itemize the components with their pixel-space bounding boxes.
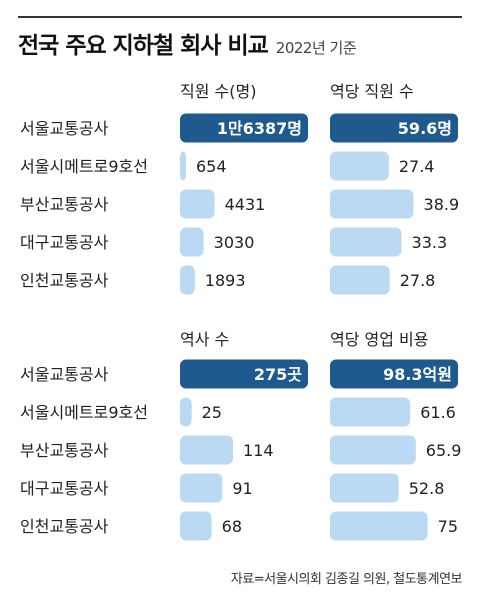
data-label: 1만6387명 xyxy=(217,119,302,138)
bar xyxy=(180,359,308,389)
chart-subtitle: 2022년 기준 xyxy=(275,39,357,57)
bar xyxy=(330,511,428,541)
panel-title: 역사 수 xyxy=(180,330,229,349)
bar xyxy=(180,113,308,143)
data-label: 98.3억원 xyxy=(383,365,452,384)
data-label: 33.3 xyxy=(412,233,448,252)
data-label: 3030 xyxy=(214,233,255,252)
category-label: 대구교통공사 xyxy=(20,479,109,498)
category-label: 서울시메트로9호선 xyxy=(20,403,148,422)
bar xyxy=(180,227,204,257)
category-label: 서울시메트로9호선 xyxy=(20,157,148,176)
data-label: 52.8 xyxy=(409,479,445,498)
data-label: 654 xyxy=(196,157,227,176)
data-label: 275곳 xyxy=(254,365,302,384)
bar xyxy=(180,151,186,181)
data-label: 27.4 xyxy=(399,157,435,176)
category-label: 대구교통공사 xyxy=(20,233,109,252)
bar xyxy=(330,189,414,219)
data-label: 27.8 xyxy=(400,271,436,290)
category-label: 부산교통공사 xyxy=(20,441,109,460)
bar xyxy=(330,359,458,389)
bar xyxy=(330,227,402,257)
bar xyxy=(180,435,234,465)
bar xyxy=(330,151,389,181)
bar xyxy=(330,473,399,503)
category-label: 부산교통공사 xyxy=(20,195,109,214)
chart-title: 전국 주요 지하철 회사 비교 xyxy=(18,33,269,59)
title-row: 전국 주요 지하철 회사 비교 2022년 기준 xyxy=(18,26,357,60)
category-label: 인천교통공사 xyxy=(20,517,109,536)
data-label: 114 xyxy=(243,441,274,460)
data-label: 75 xyxy=(438,517,458,536)
data-label: 91 xyxy=(232,479,252,498)
bar xyxy=(330,113,458,143)
category-label: 인천교통공사 xyxy=(20,271,109,290)
data-label: 65.9 xyxy=(426,441,462,460)
bar xyxy=(180,189,215,219)
data-label: 61.6 xyxy=(420,403,456,422)
bar xyxy=(180,511,212,541)
title-rule xyxy=(18,16,462,18)
data-label: 4431 xyxy=(225,195,266,214)
category-label: 서울교통공사 xyxy=(20,119,109,138)
data-label: 68 xyxy=(222,517,242,536)
panel-title: 역당 영업 비용 xyxy=(330,330,429,349)
bar xyxy=(330,397,411,427)
bar xyxy=(330,265,390,295)
bar xyxy=(180,265,195,295)
source-note: 자료=서울시의회 김종길 의원, 철도통계연보 xyxy=(230,572,463,587)
panel-title: 직원 수(명) xyxy=(180,82,256,101)
data-label: 38.9 xyxy=(424,195,460,214)
data-label: 25 xyxy=(202,403,222,422)
bar xyxy=(180,397,192,427)
data-label: 1893 xyxy=(205,271,246,290)
category-label: 서울교통공사 xyxy=(20,365,109,384)
bar xyxy=(330,435,416,465)
panel-title: 역당 직원 수 xyxy=(330,82,414,101)
bar xyxy=(180,473,223,503)
data-label: 59.6명 xyxy=(398,119,452,138)
